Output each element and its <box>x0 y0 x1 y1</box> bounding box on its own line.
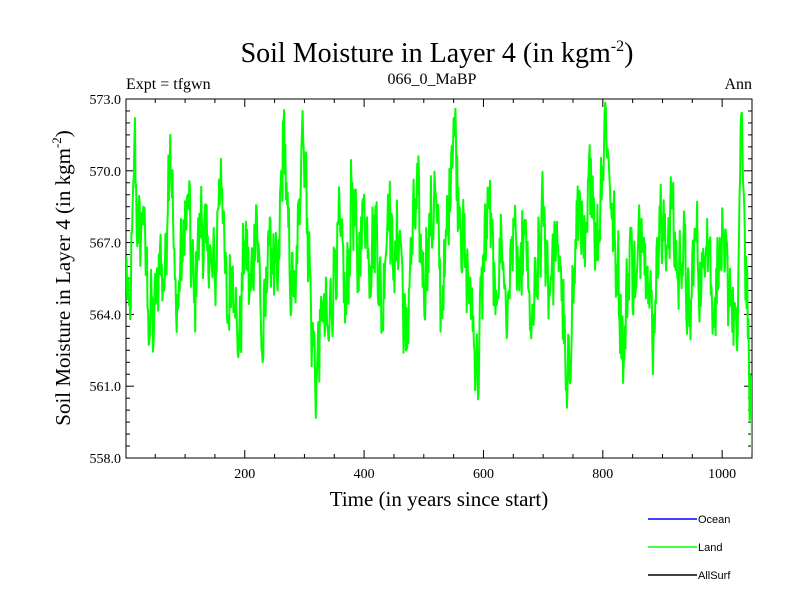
x-tick-label: 200 <box>234 467 255 482</box>
y-axis-label: Soil Moisture in Layer 4 (in kgm-2) <box>49 130 75 425</box>
chart-title: Soil Moisture in Layer 4 (in kgm-2) <box>241 38 634 69</box>
y-tick-label: 561.0 <box>90 380 122 395</box>
x-axis-label: Time (in years since start) <box>330 487 549 511</box>
legend-label-ocean: Ocean <box>698 514 730 526</box>
x-axis: 200 400 600 800 1000 <box>154 99 753 482</box>
x-tick-label: 800 <box>592 467 613 482</box>
x-tick-label: 400 <box>354 467 375 482</box>
y-axis: 558.0 561.0 564.0 567.0 570.0 573.0 <box>90 93 752 467</box>
y-tick-label: 570.0 <box>90 165 122 180</box>
y-tick-label: 567.0 <box>90 237 122 252</box>
legend-label-land: Land <box>698 542 722 554</box>
subtitle-experiment: Expt = tfgwn <box>126 76 211 93</box>
series-line-land <box>126 101 752 454</box>
y-tick-label: 558.0 <box>90 452 122 467</box>
legend: Ocean Land AllSurf <box>648 514 731 582</box>
x-tick-label: 600 <box>473 467 494 482</box>
x-tick-label: 1000 <box>708 467 736 482</box>
y-tick-label: 573.0 <box>90 93 122 108</box>
y-tick-label: 564.0 <box>90 308 122 323</box>
subtitle-season: Ann <box>724 76 752 93</box>
legend-label-allsurf: AllSurf <box>698 570 731 582</box>
subtitle-period: 066_0_MaBP <box>388 71 477 88</box>
